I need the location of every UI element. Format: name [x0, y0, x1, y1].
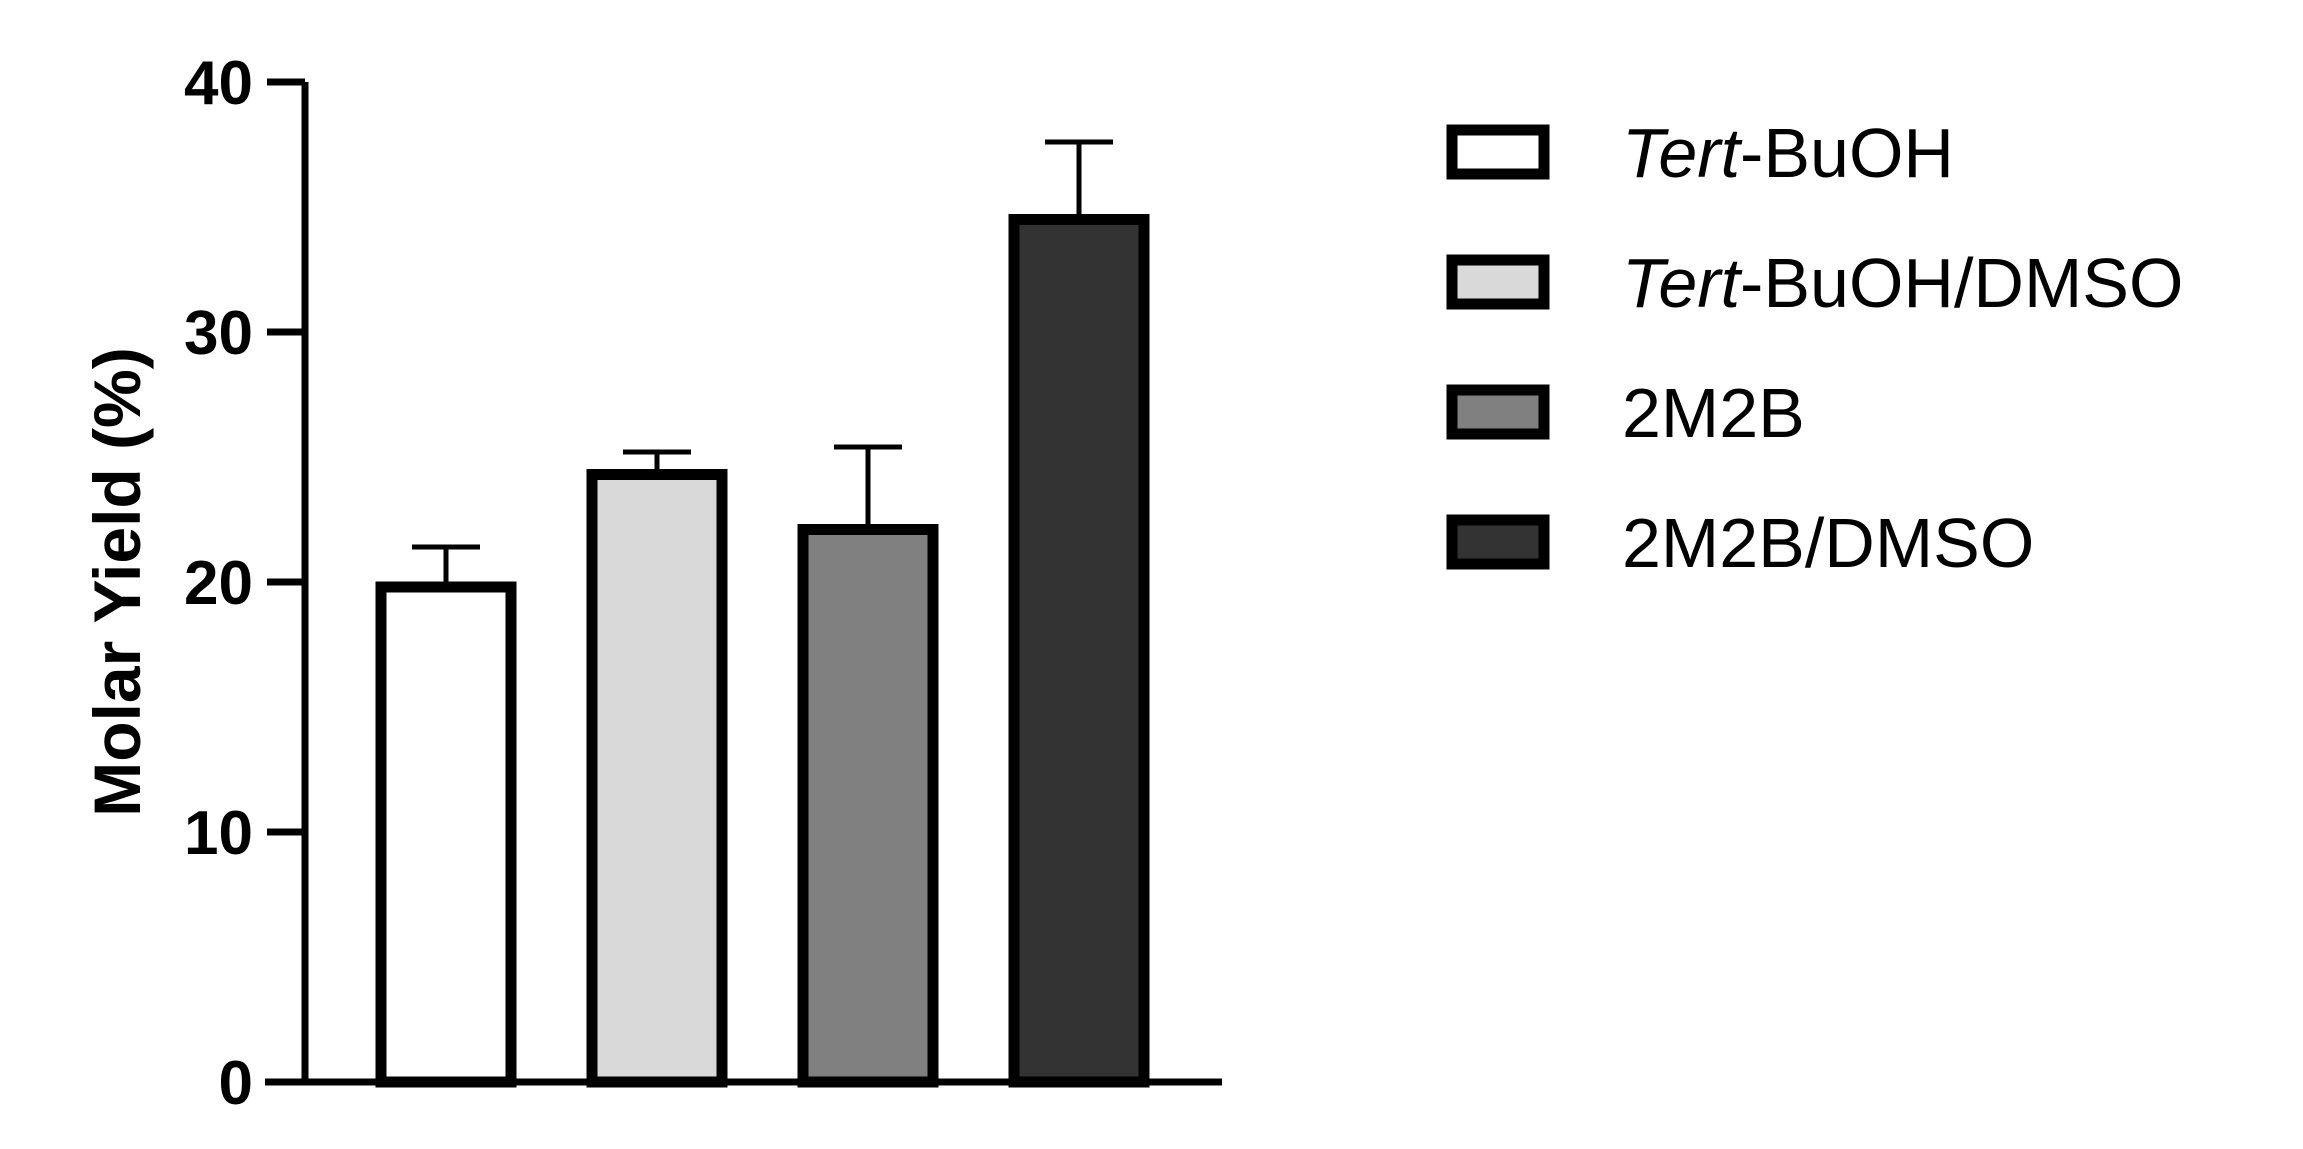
y-tick-label: 0: [219, 1049, 253, 1118]
legend-label-text: -BuOH: [1740, 114, 1954, 192]
y-tick-label: 10: [184, 799, 253, 868]
legend-label: 2M2B: [1622, 374, 1805, 452]
y-axis-ticks: 0 10 20 30 40: [184, 49, 305, 1118]
legend-label: 2M2B/DMSO: [1622, 504, 2034, 582]
bar-2m2b-dmso: [1008, 214, 1150, 1088]
legend-swatch: [1446, 514, 1550, 570]
legend-label-text: 2M2B/DMSO: [1622, 504, 2034, 582]
y-tick-label: 30: [184, 299, 253, 368]
bars: [375, 214, 1150, 1088]
y-tick-label: 20: [184, 549, 253, 618]
legend-label-text: 2M2B: [1622, 374, 1805, 452]
legend-label: Tert-BuOH/DMSO: [1622, 244, 2183, 322]
legend-swatch: [1446, 124, 1550, 180]
bar-tert-buoh: [375, 581, 517, 1088]
legend-swatch: [1446, 254, 1550, 310]
y-axis-title: Molar Yield (%): [80, 347, 154, 816]
bar-tert-buoh-dmso: [586, 469, 728, 1088]
bar-2m2b: [797, 524, 939, 1088]
legend-label-text: -BuOH/DMSO: [1740, 244, 2183, 322]
plot-area: 0 10 20 30 40: [184, 49, 1222, 1118]
y-tick-label: 40: [184, 49, 253, 118]
legend-label: Tert-BuOH: [1622, 114, 1954, 192]
legend-label-italic: Tert: [1622, 114, 1743, 192]
legend-swatch: [1446, 384, 1550, 440]
error-bars: [412, 139, 1113, 587]
legend-label-italic: Tert: [1622, 244, 1743, 322]
